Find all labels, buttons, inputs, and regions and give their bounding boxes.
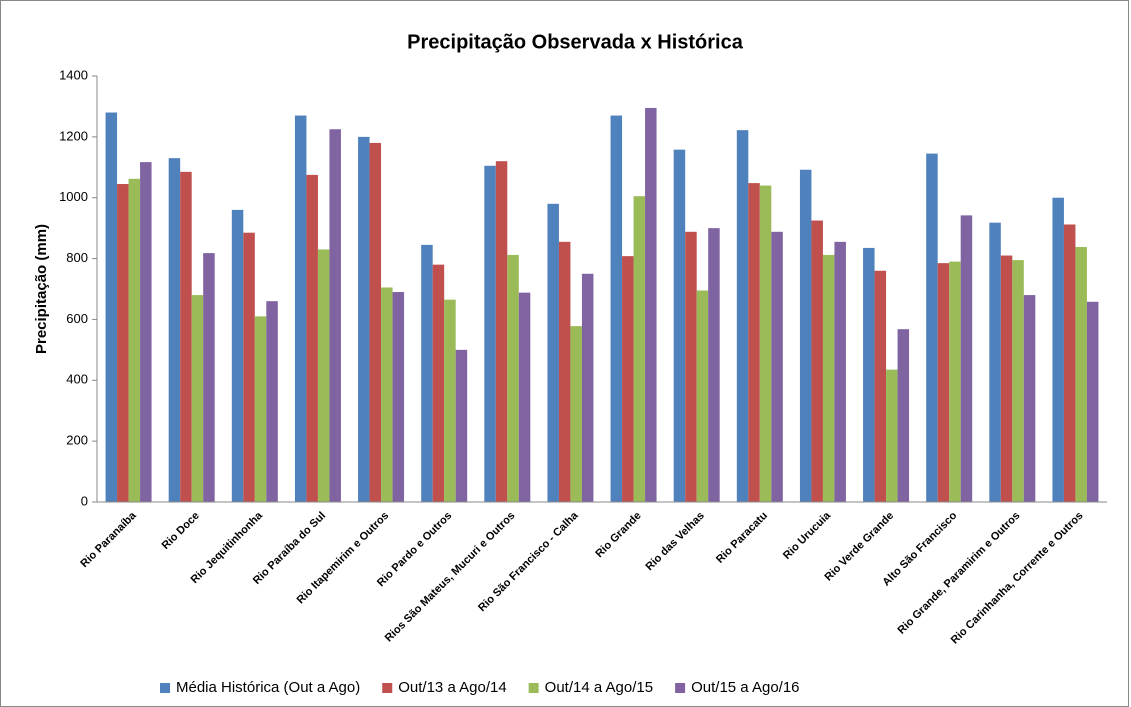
y-tick-label: 200: [66, 433, 88, 448]
bar: [518, 292, 531, 502]
bar: [897, 329, 910, 502]
bar: [937, 263, 950, 502]
bar: [799, 169, 812, 502]
bar: [243, 232, 255, 502]
bar: [570, 326, 582, 502]
bar: [329, 129, 341, 502]
legend-label: Out/15 a Ago/16: [691, 679, 799, 696]
bar: [180, 171, 192, 502]
bar: [317, 249, 330, 502]
bar: [1063, 224, 1076, 502]
bar: [203, 253, 215, 502]
bar: [633, 196, 646, 502]
bar: [191, 295, 204, 502]
bar: [1086, 301, 1099, 502]
bar: [507, 254, 519, 502]
bar: [117, 184, 129, 502]
y-tick-label: 1000: [59, 189, 88, 204]
legend-label: Out/13 a Ago/14: [398, 679, 506, 696]
bar: [547, 203, 559, 503]
bar: [696, 290, 709, 502]
y-tick-label: 600: [66, 311, 88, 326]
bar: [673, 149, 686, 502]
legend-swatch: [675, 683, 686, 693]
legend-label: Out/14 a Ago/15: [545, 679, 653, 696]
bar: [960, 215, 973, 502]
legend-swatch: [160, 683, 170, 693]
bar: [949, 261, 961, 502]
bar: [254, 316, 267, 502]
bar: [771, 231, 783, 502]
bar: [1052, 197, 1064, 502]
bar: [495, 161, 508, 502]
y-tick-label: 400: [66, 372, 88, 387]
bar: [708, 228, 720, 502]
bar: [645, 107, 657, 502]
bar: [358, 136, 370, 502]
bar: [834, 241, 846, 503]
bar: [369, 142, 382, 502]
bar: [989, 222, 1001, 502]
bar: [874, 270, 887, 502]
bar: [811, 220, 823, 503]
y-tick-label: 1200: [59, 128, 88, 143]
bar: [685, 231, 697, 502]
legend-swatch: [528, 683, 539, 693]
bar: [306, 174, 318, 502]
bar: [863, 247, 875, 502]
bar: [266, 301, 278, 502]
bar: [140, 162, 152, 502]
bar: [294, 115, 307, 503]
bar: [1075, 247, 1087, 502]
y-axis-label: Precipitação (mm): [33, 224, 50, 354]
bar: [105, 112, 118, 502]
bar: [455, 349, 468, 502]
bar: [759, 185, 772, 503]
bar: [886, 369, 898, 502]
bar: [231, 209, 244, 502]
bar: [128, 178, 141, 502]
bar: [558, 241, 571, 503]
bar: [610, 115, 623, 503]
bar: [1000, 255, 1013, 502]
bar: [1012, 260, 1024, 502]
y-tick-label: 800: [66, 250, 88, 265]
bar: [1023, 295, 1036, 502]
bar: [581, 273, 594, 502]
chart-title: Precipitação Observada x Histórica: [407, 31, 744, 53]
bar: [822, 254, 835, 502]
bar: [748, 183, 760, 502]
bar: [622, 256, 634, 502]
bar: [421, 244, 433, 502]
bar: [484, 165, 496, 502]
bar: [168, 158, 181, 502]
bar: [432, 264, 445, 502]
legend-swatch: [382, 683, 393, 693]
bar: [381, 287, 393, 502]
bar: [736, 130, 749, 503]
y-tick-label: 0: [81, 493, 88, 508]
legend-label: Média Histórica (Out a Ago): [176, 679, 360, 696]
bar: [926, 153, 938, 503]
bar: [392, 292, 405, 502]
y-tick-label: 1400: [59, 67, 88, 82]
bar: [444, 299, 456, 502]
